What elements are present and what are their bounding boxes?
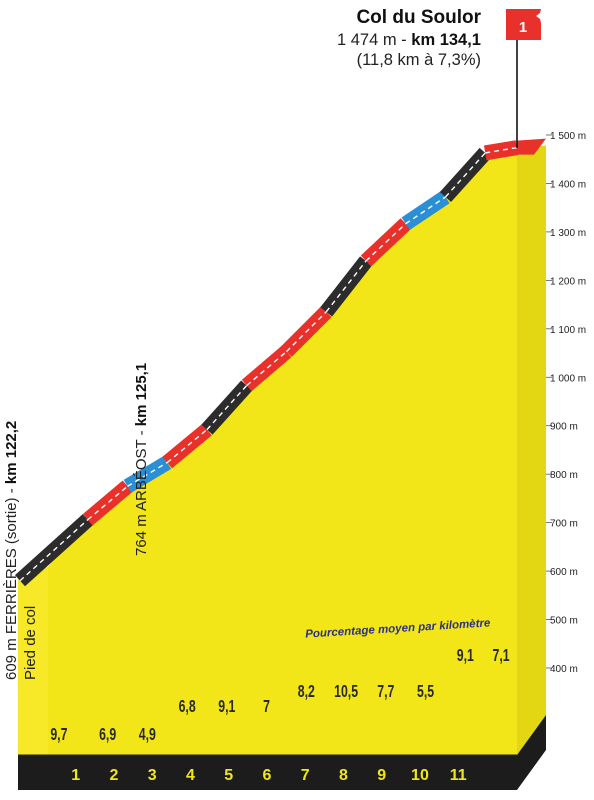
profile-left-face	[18, 566, 48, 755]
mid-label-main: 764 m ARBÉOST - km 125,1	[133, 363, 150, 556]
summit-km: km 134,1	[411, 31, 481, 49]
y-tick-label: 1 100 m	[550, 325, 586, 336]
profile-body	[18, 145, 546, 790]
km-label: 7	[301, 767, 310, 784]
y-tick-label: 1 400 m	[550, 179, 586, 190]
labels: 9,7 6,9 4,9 6,8 9,1 7 8,2 10,5 7,7 5,5 9,1 7,1 1 2 3 4 5…	[50, 646, 509, 784]
ridge-centerline	[405, 196, 446, 225]
gradient-label: 7	[263, 697, 270, 717]
profile-side-face	[517, 145, 546, 756]
y-axis: 400 m 500 m 600 m 700 m 800 m 900 m 1 000 m 1 1…	[546, 131, 586, 675]
ridge-centerline	[325, 260, 367, 313]
y-tick-label: 1 200 m	[550, 276, 586, 287]
gradient-label: 10,5	[334, 682, 358, 702]
gradient-label: 7,1	[493, 646, 510, 666]
km-label: 6	[263, 767, 272, 784]
gradient-label: 8,2	[298, 682, 315, 702]
ridge-segment	[82, 480, 133, 526]
gradient-label: 9,1	[457, 646, 474, 666]
y-tick-label: 700 m	[550, 519, 578, 530]
profile-stripe	[14, 138, 546, 587]
km-label: 5	[224, 767, 233, 784]
y-tick-label: 1 000 m	[550, 373, 586, 384]
start-label-text: 609 m FERRIÈRES (sortie) -	[3, 484, 20, 680]
gradient-label: 6,9	[99, 725, 116, 745]
km-label: 1	[71, 767, 80, 784]
y-tick-label: 1 300 m	[550, 228, 586, 239]
ridge-segment	[241, 345, 292, 392]
km-label: 4	[186, 767, 195, 784]
summit-marker: 1	[506, 9, 541, 148]
ridge-centerline	[19, 519, 89, 582]
y-tick-label: 1 500 m	[550, 131, 586, 142]
summit-altitude: 1 474 m	[337, 31, 397, 49]
km-label: 10	[411, 767, 429, 784]
ridge-centerline	[127, 461, 168, 487]
mid-label-km: km 125,1	[133, 363, 150, 426]
y-tick-label: 800 m	[550, 470, 578, 481]
y-tick-label: 900 m	[550, 422, 578, 433]
ridge-centerline	[285, 311, 327, 353]
km-label: 11	[450, 767, 467, 784]
summit-separator: -	[397, 31, 412, 49]
y-tick-label: 600 m	[550, 567, 578, 578]
km-label: 8	[339, 767, 348, 784]
gradient-label: 9,1	[218, 697, 235, 717]
km-label: 2	[110, 767, 119, 784]
ridge-segment	[162, 423, 212, 469]
y-tick-label: 500 m	[550, 616, 578, 627]
gradient-label: 4,9	[139, 725, 156, 745]
start-label-main: 609 m FERRIÈRES (sortie) - km 122,2	[3, 421, 20, 680]
gradient-label: 9,7	[50, 725, 67, 745]
km-label: 3	[148, 767, 157, 784]
mid-label-text: 764 m ARBÉOST -	[133, 426, 150, 556]
summit-stats: (11,8 km à 7,3%)	[357, 51, 481, 69]
start-label: 609 m FERRIÈRES (sortie) - km 122,2 Pied…	[3, 421, 39, 680]
start-label-sub: Pied de col	[22, 606, 39, 680]
gradient-label: 6,8	[179, 697, 196, 717]
ridge-centerline	[444, 152, 486, 198]
start-label-km: km 122,2	[3, 421, 20, 484]
summit-category: 1	[519, 19, 527, 36]
ridge-centerline	[206, 385, 248, 431]
mid-label: 764 m ARBÉOST - km 125,1	[133, 363, 150, 556]
gradient-label: 7,7	[377, 682, 394, 702]
gradient-label: 5,5	[417, 682, 434, 702]
y-tick-label: 400 m	[550, 664, 578, 675]
profile-area	[48, 147, 517, 756]
ridge-segment	[483, 140, 519, 161]
km-band	[18, 715, 546, 790]
km-label: 9	[377, 767, 386, 784]
summit-altitude-line: 1 474 m - km 134,1	[337, 31, 481, 49]
summit-flag-icon	[506, 9, 541, 40]
summit-name: Col du Soulor	[356, 7, 481, 28]
summit-cap	[517, 138, 546, 155]
ridge-centerline	[365, 223, 407, 262]
